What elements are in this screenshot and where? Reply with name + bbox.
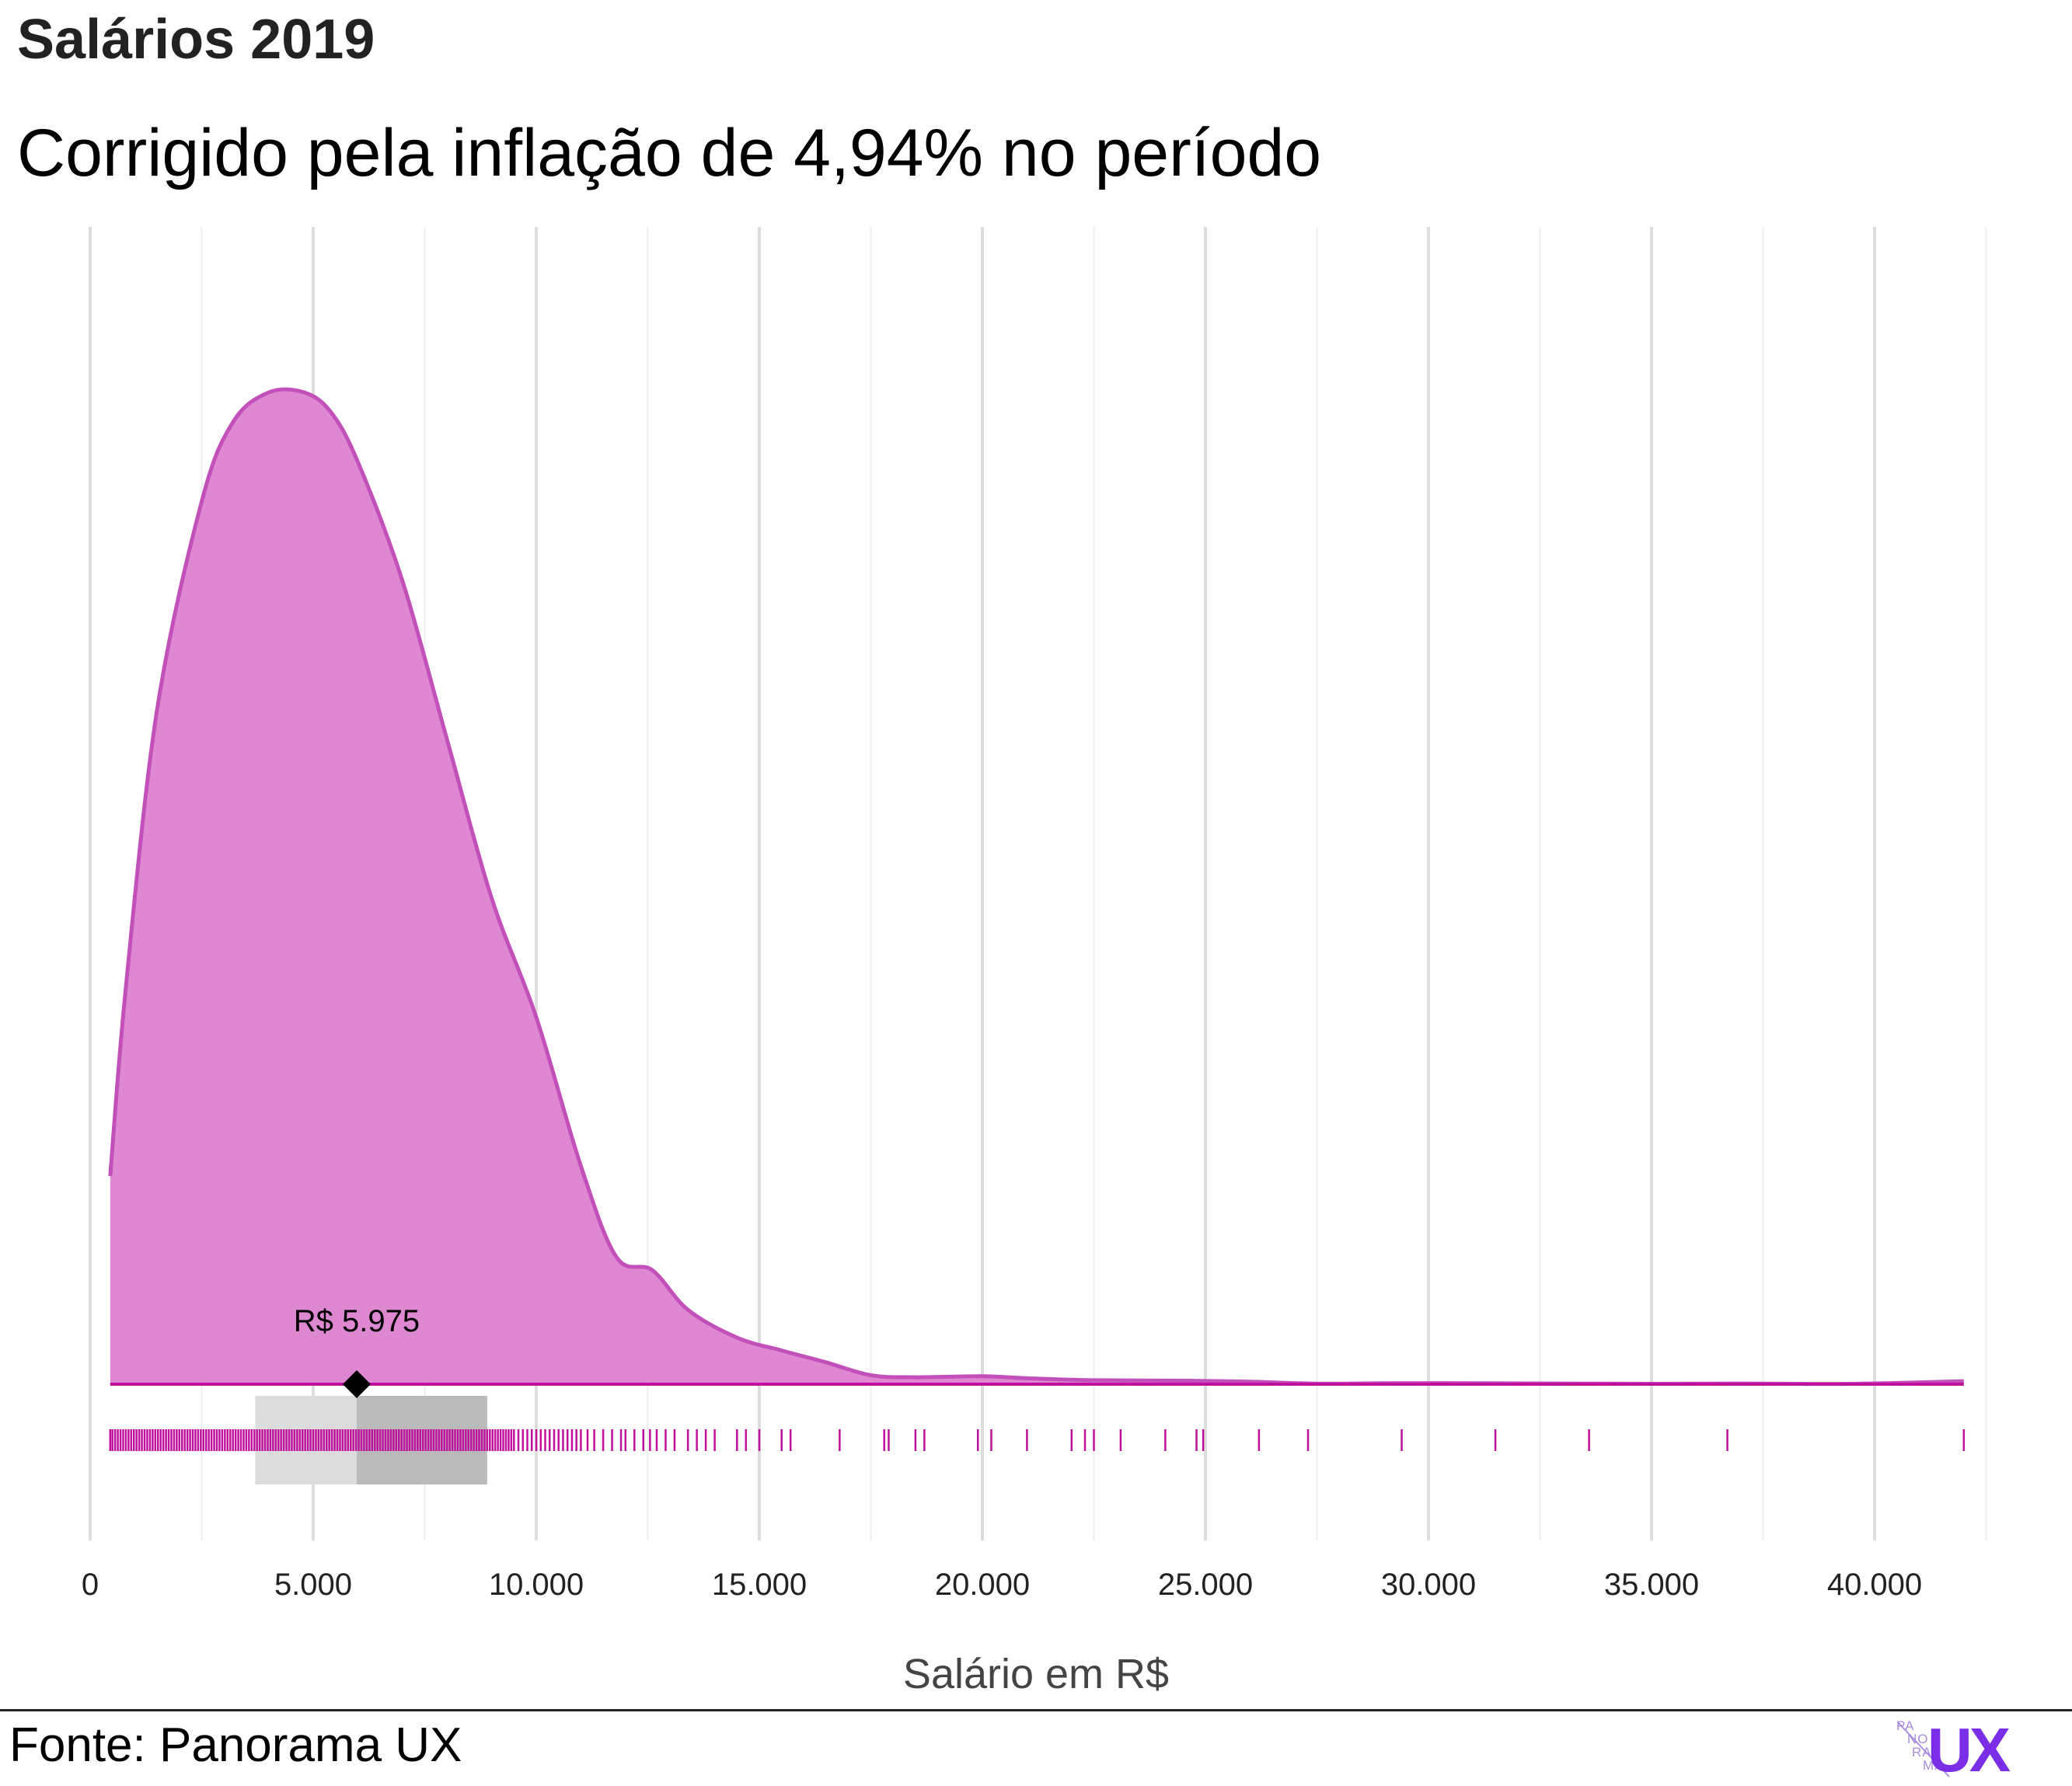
median-label: R$ 5.975 bbox=[294, 1304, 420, 1338]
logo-ux-text: UX bbox=[1927, 1715, 2011, 1784]
x-tick-label: 30.000 bbox=[1381, 1568, 1476, 1602]
density-area bbox=[110, 389, 1964, 1384]
chart-title: Salários 2019 bbox=[17, 9, 375, 71]
panorama-ux-logo: PA NO RA MA UX bbox=[1893, 1715, 2064, 1784]
logo-text: MA bbox=[1923, 1758, 1945, 1773]
rug-marks bbox=[109, 1429, 1966, 1451]
logo-slash-icon bbox=[1897, 1721, 1950, 1777]
source-note: Fonte: Panorama UX bbox=[9, 1718, 462, 1772]
density-chart: R$ 5.975 0 5.000 10.000 15.000 20.000 25.000 3… bbox=[82, 227, 1987, 1697]
x-tick-label: 0 bbox=[82, 1568, 99, 1602]
median-diamond bbox=[342, 1370, 371, 1398]
x-tick-label: 25.000 bbox=[1158, 1568, 1253, 1602]
x-tick-label: 35.000 bbox=[1604, 1568, 1699, 1602]
logo-text: PA bbox=[1896, 1718, 1915, 1733]
grid-lines bbox=[89, 227, 1987, 1540]
chart-subtitle: Corrigido pela inflação de 4,94% no perí… bbox=[17, 116, 1322, 190]
footer-divider bbox=[0, 1709, 2072, 1711]
x-tick-label: 40.000 bbox=[1827, 1568, 1922, 1602]
x-axis-title: Salário em R$ bbox=[903, 1651, 1169, 1697]
x-tick-label: 10.000 bbox=[489, 1568, 584, 1602]
x-axis-ticks: 0 5.000 10.000 15.000 20.000 25.000 30.000 35.0… bbox=[82, 1568, 1922, 1602]
logo-text: NO bbox=[1907, 1732, 1929, 1746]
median-marker-group: R$ 5.975 bbox=[294, 1304, 420, 1398]
x-tick-label: 15.000 bbox=[712, 1568, 807, 1602]
logo-text: RA bbox=[1912, 1745, 1932, 1760]
x-tick-label: 5.000 bbox=[274, 1568, 352, 1602]
x-tick-label: 20.000 bbox=[935, 1568, 1030, 1602]
density-series bbox=[108, 387, 1964, 1387]
